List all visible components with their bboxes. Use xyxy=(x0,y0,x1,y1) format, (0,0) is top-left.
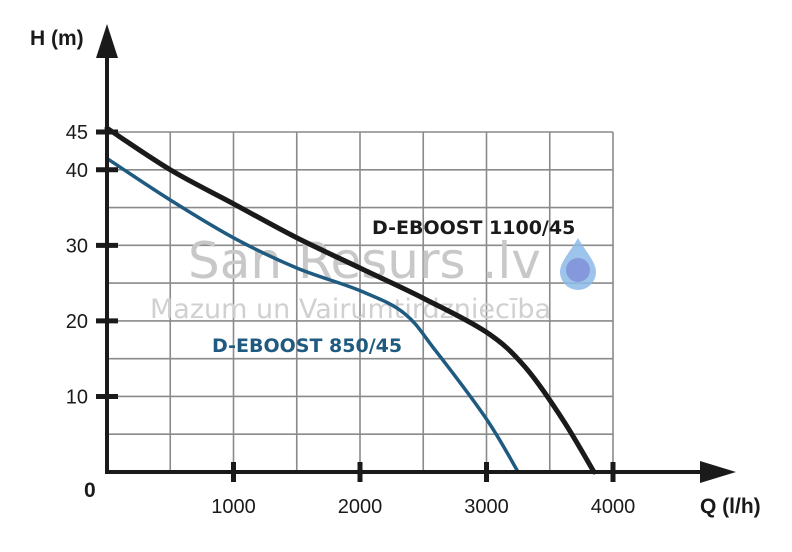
watermark-brand: San Resurs .lv xyxy=(188,232,541,290)
watermark-tagline: Mazum un Vairumtirdzniecība xyxy=(150,294,551,325)
series-line-1100 xyxy=(104,125,597,475)
x-axis-arrow-icon xyxy=(700,461,736,483)
ticks: 1000 2000 3000 4000 10 20 30 40 45 xyxy=(66,122,636,518)
y-tick-label: 30 xyxy=(66,235,88,257)
y-axis-title: H (m) xyxy=(30,27,84,50)
y-tick-label: 45 xyxy=(66,122,88,144)
series-label-1100: D-EBOOST 1100/45 xyxy=(372,217,575,239)
y-tick-label: 20 xyxy=(66,311,88,333)
y-axis-arrow-icon xyxy=(96,24,118,58)
water-drop-icon xyxy=(560,238,596,290)
y-tick-label: 10 xyxy=(66,386,88,408)
watermark: San Resurs .lv Mazum un Vairumtirdzniecī… xyxy=(150,232,596,325)
x-tick-label: 3000 xyxy=(464,496,509,518)
x-tick-label: 2000 xyxy=(338,496,383,518)
x-tick-label: 4000 xyxy=(591,496,636,518)
series-label-850: D-EBOOST 850/45 xyxy=(212,335,402,357)
origin-label: 0 xyxy=(84,479,96,502)
axes xyxy=(96,24,736,483)
grid xyxy=(107,131,614,472)
series-line-850 xyxy=(105,156,520,474)
y-tick-label: 40 xyxy=(66,160,88,182)
x-axis-title: Q (l/h) xyxy=(700,495,761,518)
x-tick-label: 1000 xyxy=(211,496,256,518)
series-layer xyxy=(104,125,597,475)
